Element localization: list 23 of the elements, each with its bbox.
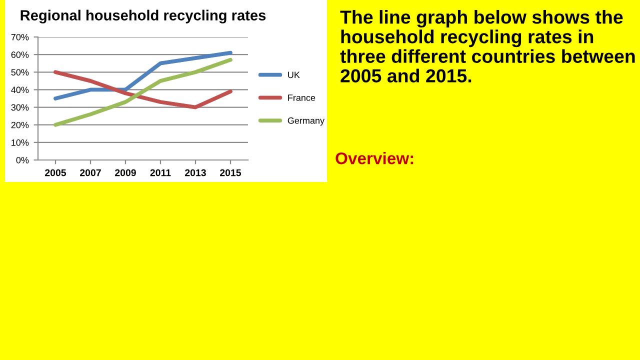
y-tick-label: 40%: [11, 86, 29, 94]
y-tick-label: 50%: [11, 69, 29, 76]
chart-title: Regional household recycling rates: [20, 10, 266, 24]
line-series: [54, 58, 232, 127]
x-tick-label: 2009: [115, 169, 136, 176]
text: Overview:: [336, 152, 414, 164]
x-tick-label: 2011: [150, 169, 171, 176]
y-tick-label: 0%: [16, 156, 29, 164]
legend-label: Germany: [288, 117, 325, 126]
line-series: [54, 50, 232, 100]
x-tick-label: 2005: [45, 169, 66, 176]
y-tick-label: 60%: [11, 52, 29, 58]
text: The line graph below shows the household recycling rates in three different countries between 2005 and 2015.: [340, 10, 635, 82]
legend-label: France: [288, 94, 316, 101]
x-tick-label: 2013: [185, 169, 206, 176]
legend-label: UK: [288, 72, 300, 78]
line-series: [54, 70, 232, 110]
y-tick-label: 30%: [11, 104, 29, 111]
x-tick-label: 2007: [80, 169, 101, 176]
y-tick-label: 10%: [12, 139, 29, 146]
y-tick-label: 70%: [11, 34, 29, 40]
x-tick-label: 2015: [220, 169, 242, 176]
y-tick-label: 20%: [11, 122, 29, 128]
